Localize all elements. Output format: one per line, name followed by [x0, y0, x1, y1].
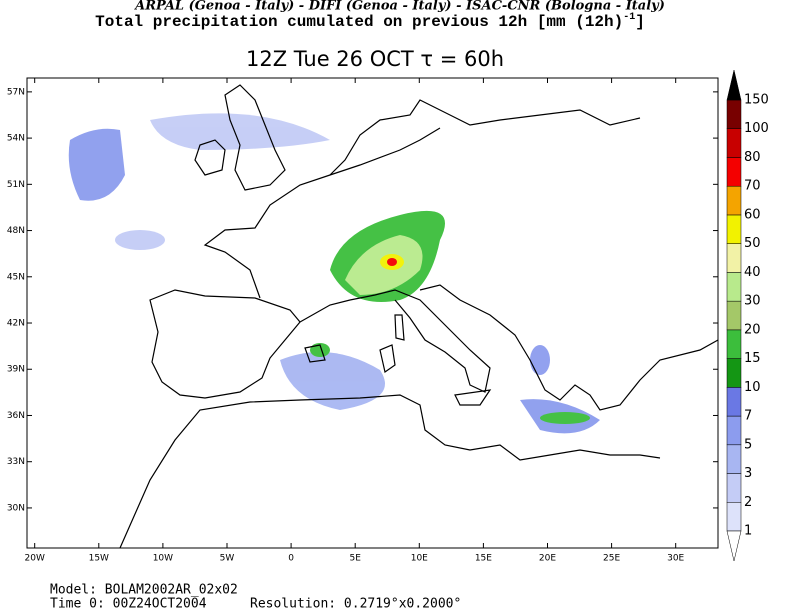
precip-area	[387, 258, 397, 266]
institutions: ARPAL (Genoa - Italy) - DIFI (Genoa - It…	[133, 0, 665, 14]
y-tick-label: 39N	[7, 365, 25, 375]
colorbar-label: 70	[744, 179, 761, 194]
y-tick-label: 36N	[7, 411, 25, 421]
coastline	[149, 289, 301, 399]
coastline	[419, 284, 719, 411]
colorbar-swatch	[726, 387, 742, 417]
colorbar-swatch	[726, 272, 742, 302]
map-area	[26, 77, 719, 549]
x-tick-label: 5W	[220, 554, 235, 564]
x-tick-label: 25E	[603, 554, 620, 564]
colorbar-label: 5	[744, 437, 752, 452]
x-tick-label: 30E	[667, 554, 684, 564]
colorbar-label: 80	[744, 150, 761, 165]
map-background	[27, 78, 718, 548]
coastline	[329, 99, 641, 176]
island	[304, 314, 492, 406]
field-title: Total precipitation cumulated on previou…	[95, 12, 645, 32]
x-tick-label: 0	[288, 554, 294, 564]
x-tick-label: 10E	[411, 554, 428, 564]
colorbar-swatch	[726, 444, 742, 474]
coastline	[194, 139, 226, 176]
coastline	[203, 127, 441, 299]
coastline	[224, 84, 286, 191]
model-label: Model: BOLAM2002AR_02x02	[50, 583, 238, 598]
precip-area	[530, 345, 550, 375]
map-title: 12Z Tue 26 OCT τ = 60h	[246, 47, 504, 71]
colorbar-label: 100	[744, 121, 769, 136]
colorbar-label: 3	[744, 466, 752, 481]
y-tick-label: 48N	[7, 226, 25, 236]
colorbar-label: 7	[744, 409, 752, 424]
colorbar-label: 20	[744, 322, 761, 337]
colorbar-label: 150	[744, 93, 769, 108]
colorbar-swatch	[726, 185, 742, 216]
colorbar-swatch	[726, 214, 742, 244]
field-exponent: -1	[623, 12, 635, 23]
precip-area	[540, 412, 590, 424]
colorbar-swatch	[726, 157, 742, 187]
precipitation-field	[68, 113, 600, 434]
field-text: Total precipitation cumulated on previou…	[95, 13, 623, 31]
colorbar-swatch	[726, 243, 742, 273]
x-tick-label: 20W	[25, 554, 45, 564]
x-tick-label: 10W	[153, 554, 173, 564]
colorbar-swatch	[726, 415, 742, 446]
colorbar-high	[726, 69, 742, 101]
y-tick-label: 51N	[7, 180, 25, 190]
precip-area	[68, 128, 125, 201]
precip-area	[280, 352, 385, 410]
colorbar-label: 2	[744, 495, 752, 510]
coastlines	[119, 84, 719, 549]
y-tick-label: 54N	[7, 134, 25, 144]
colorbar-label: 30	[744, 294, 761, 309]
y-tick-label: 42N	[7, 319, 25, 329]
x-tick-label: 20E	[539, 554, 556, 564]
colorbar-label: 10	[744, 380, 761, 395]
y-tick-label: 30N	[7, 503, 25, 513]
x-tick-label: 15E	[475, 554, 492, 564]
colorbar-label: 40	[744, 265, 761, 280]
colorbar-label: 15	[744, 351, 761, 366]
colorbar-label: 1	[744, 524, 752, 539]
y-tick-label: 45N	[7, 272, 25, 282]
x-tick-label: 15W	[89, 554, 109, 564]
colorbar-swatch	[726, 128, 742, 158]
colorbar-swatch	[726, 473, 742, 503]
colorbar-swatch	[726, 358, 742, 388]
x-tick-label: 5E	[349, 554, 361, 564]
colorbar-swatch	[726, 300, 742, 331]
y-tick-label: 33N	[7, 457, 25, 467]
time0-label: Time 0: 00Z24OCT2004	[50, 597, 207, 612]
field-end: ]	[635, 13, 645, 31]
colorbar-label: 50	[744, 236, 761, 251]
resolution-label: Resolution: 0.2719°x0.2000°	[250, 597, 461, 612]
y-tick-label: 57N	[7, 87, 25, 97]
map-frame	[26, 77, 719, 549]
colorbar-swatch	[726, 99, 742, 129]
colorbar-swatch	[726, 329, 742, 359]
colorbar-label: 60	[744, 207, 761, 222]
coastline	[299, 289, 491, 393]
colorbar-swatch	[726, 502, 742, 532]
precip-area	[115, 230, 165, 250]
colorbar-low	[726, 530, 742, 562]
precip-area	[150, 113, 330, 150]
coastline	[119, 394, 661, 549]
